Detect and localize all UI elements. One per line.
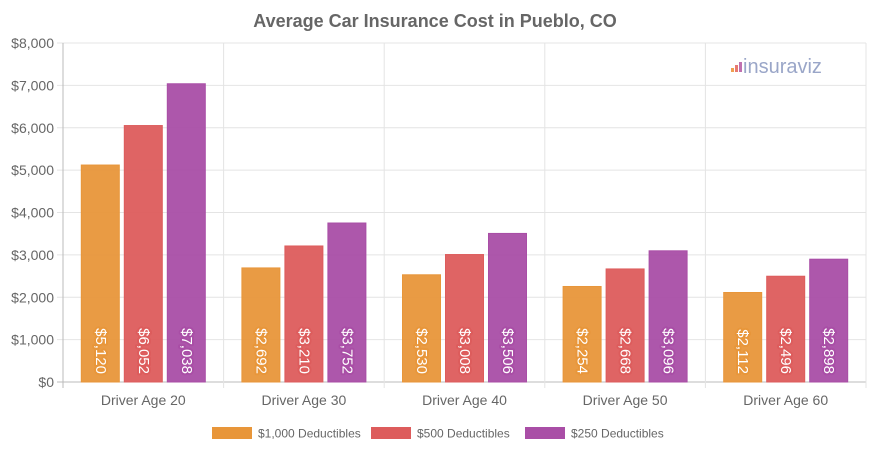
bar[interactable] xyxy=(723,292,763,383)
legend-label: $500 Deductibles xyxy=(417,427,510,441)
data-label: $7,038 xyxy=(178,328,195,374)
y-tick-label: $4,000 xyxy=(11,205,54,221)
bar[interactable] xyxy=(241,267,281,383)
chart-title: Average Car Insurance Cost in Pueblo, CO xyxy=(253,11,616,31)
legend-swatch xyxy=(525,427,565,439)
y-tick-label: $0 xyxy=(38,374,54,390)
data-label: $2,112 xyxy=(734,329,751,374)
bar[interactable] xyxy=(166,83,206,383)
legend-item[interactable]: $250 Deductibles xyxy=(525,427,664,441)
x-tick-label: Driver Age 30 xyxy=(261,392,346,408)
bar[interactable] xyxy=(605,268,645,383)
data-label: $3,752 xyxy=(338,328,355,374)
bar[interactable] xyxy=(809,258,849,383)
x-tick-label: Driver Age 60 xyxy=(743,392,828,408)
data-label: $5,120 xyxy=(92,328,109,374)
y-tick-label: $5,000 xyxy=(11,162,54,178)
data-label: $3,506 xyxy=(499,328,516,374)
legend-label: $1,000 Deductibles xyxy=(258,427,361,441)
y-tick-label: $7,000 xyxy=(11,77,54,93)
x-tick-label: Driver Age 50 xyxy=(583,392,668,408)
data-label: $2,692 xyxy=(252,328,269,374)
data-label: $3,210 xyxy=(295,328,312,374)
data-label: $2,898 xyxy=(820,328,837,374)
data-label: $2,668 xyxy=(617,328,634,374)
bar[interactable] xyxy=(80,164,120,383)
insuraviz-logo: insuraviz xyxy=(731,56,822,78)
y-tick-label: $1,000 xyxy=(11,332,54,348)
bar[interactable] xyxy=(123,125,163,383)
data-label: $2,254 xyxy=(574,328,591,374)
data-label: $2,530 xyxy=(413,328,430,374)
x-tick-label: Driver Age 20 xyxy=(101,392,186,408)
bar[interactable] xyxy=(766,275,806,383)
svg-text:insuraviz: insuraviz xyxy=(743,56,822,78)
data-label: $6,052 xyxy=(135,328,152,374)
y-tick-label: $2,000 xyxy=(11,289,54,305)
legend-item[interactable]: $500 Deductibles xyxy=(371,427,510,441)
bar[interactable] xyxy=(327,222,367,383)
bar[interactable] xyxy=(648,250,688,383)
bar[interactable] xyxy=(445,254,484,383)
y-tick-label: $8,000 xyxy=(11,35,54,51)
x-tick-label: Driver Age 40 xyxy=(422,392,507,408)
bar[interactable] xyxy=(488,232,527,383)
bar[interactable] xyxy=(402,274,441,383)
bar[interactable] xyxy=(562,285,602,383)
data-label: $3,008 xyxy=(456,328,473,374)
legend-label: $250 Deductibles xyxy=(571,427,664,441)
data-label: $2,496 xyxy=(777,328,794,374)
y-tick-label: $6,000 xyxy=(11,120,54,136)
data-label: $3,096 xyxy=(660,328,677,374)
legend-item[interactable]: $1,000 Deductibles xyxy=(212,427,361,441)
bar[interactable] xyxy=(284,245,324,383)
y-tick-label: $3,000 xyxy=(11,247,54,263)
legend-swatch xyxy=(212,427,252,439)
legend-swatch xyxy=(371,427,411,439)
